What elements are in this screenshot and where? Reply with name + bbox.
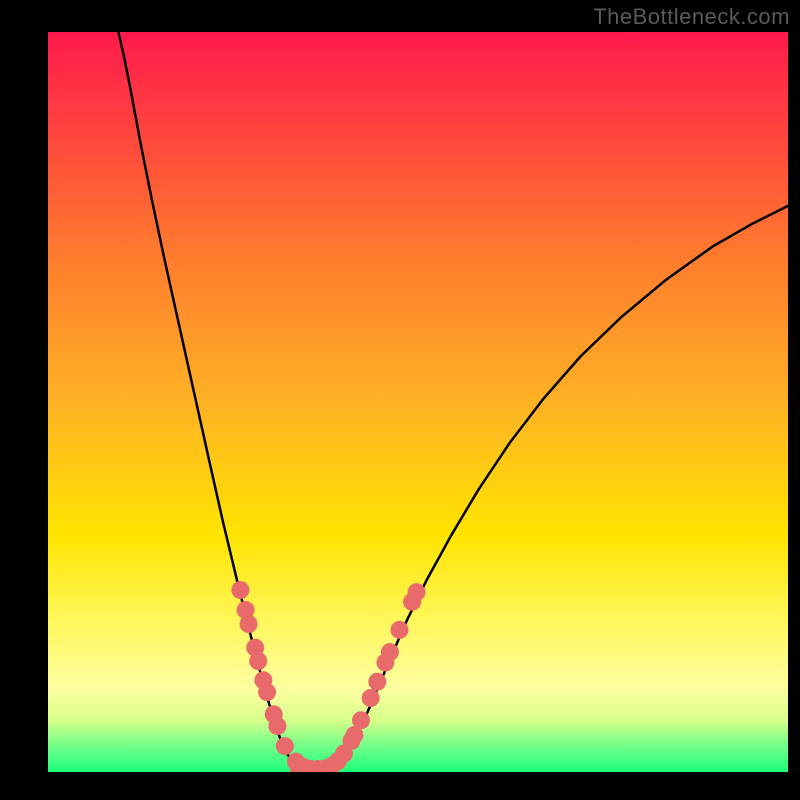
marker-flat-segment (290, 763, 338, 772)
bottleneck-curve (118, 32, 788, 771)
data-marker (368, 673, 386, 691)
data-marker (381, 643, 399, 661)
data-marker (249, 652, 267, 670)
watermark-text: TheBottleneck.com (593, 4, 790, 30)
data-marker (408, 583, 426, 601)
data-marker (352, 711, 370, 729)
data-marker (276, 737, 294, 755)
curve-overlay (48, 32, 788, 772)
data-marker (362, 689, 380, 707)
data-marker (240, 615, 258, 633)
markers-group (231, 581, 425, 772)
data-marker (268, 717, 286, 735)
data-marker (231, 581, 249, 599)
plot-area (48, 32, 788, 772)
data-marker (258, 683, 276, 701)
data-marker (391, 621, 409, 639)
